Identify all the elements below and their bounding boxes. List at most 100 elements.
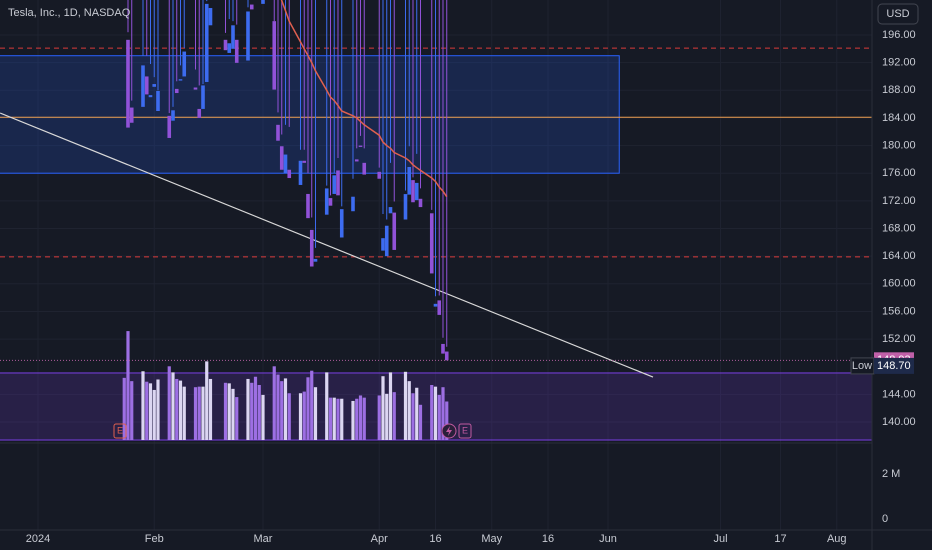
candle-body (204, 3, 209, 82)
y-tick-label: 156.00 (882, 305, 916, 317)
volume-bar (167, 366, 171, 440)
x-tick-label: Feb (145, 533, 164, 545)
x-tick-label: Apr (371, 533, 388, 545)
volume-bar (283, 378, 288, 440)
y-tick-label: 164.00 (882, 250, 916, 262)
y-tick-label: 188.00 (882, 84, 916, 96)
volume-bar (332, 397, 336, 440)
volume-bar (287, 393, 291, 440)
candle-body (309, 229, 314, 267)
volume-bar (298, 393, 303, 440)
candle-body (193, 87, 198, 90)
earnings-marker[interactable] (458, 423, 472, 439)
chart-title: Tesla, Inc., 1D, NASDAQ (8, 7, 131, 19)
candle-body (208, 8, 213, 26)
plot-area (0, 0, 872, 530)
candle-body (174, 88, 179, 94)
volume-bar (205, 361, 209, 440)
candle-body (223, 39, 228, 51)
x-tick-label: 16 (429, 533, 441, 545)
volume-bar (130, 381, 134, 440)
candle-body (234, 39, 239, 63)
volume-bar (325, 372, 329, 440)
volume-bar (178, 380, 183, 440)
volume-bar (437, 394, 441, 440)
volume-bar (175, 378, 179, 440)
candle-body (437, 300, 442, 315)
volume-bar (407, 381, 411, 440)
volume-bar (385, 393, 389, 440)
volume-bar (246, 378, 250, 440)
volume-bar (328, 397, 333, 440)
candle-body (418, 198, 423, 208)
volume-bar (141, 371, 145, 440)
volume-bar (148, 383, 153, 440)
candle-body (148, 95, 153, 98)
y-tick-label: 192.00 (882, 57, 916, 69)
candle-body (433, 303, 438, 307)
candle-body (197, 108, 202, 118)
volume-bar (152, 389, 156, 440)
volume-bar (156, 379, 160, 440)
candle-body (182, 51, 187, 77)
candle-body (283, 154, 288, 174)
volume-bar (253, 376, 258, 440)
currency-button[interactable] (877, 3, 919, 25)
candle-body (381, 238, 385, 251)
y-tick-label: 172.00 (882, 195, 916, 207)
candle-body (276, 124, 280, 141)
volume-bar (313, 387, 318, 440)
volume-bar (250, 382, 254, 440)
x-tick-label: 16 (542, 533, 554, 545)
candle-body (362, 162, 367, 175)
candle-body (129, 107, 134, 123)
candle-body (249, 4, 254, 10)
candle-body (261, 0, 265, 4)
volume-bar (235, 397, 239, 440)
candle-body (444, 351, 449, 361)
candle-body (407, 166, 412, 195)
volume-bar (355, 398, 359, 440)
volume-bar (227, 383, 231, 440)
x-tick-label: Jun (599, 533, 617, 545)
candle-body (441, 343, 445, 354)
candle-body (178, 79, 183, 81)
candle-body (358, 145, 363, 147)
candle-body (336, 170, 340, 196)
volume-bar (403, 371, 408, 440)
volume-bar (272, 366, 276, 440)
y-tick-label: 180.00 (882, 139, 916, 151)
volume-bar (336, 398, 340, 440)
volume-bar (257, 385, 261, 440)
candle-body (414, 182, 419, 201)
candle-body (429, 213, 434, 274)
earnings-label: E (462, 425, 468, 435)
volume-bar (388, 372, 393, 440)
volume-bar (182, 386, 186, 440)
candle-body (354, 159, 359, 162)
candle-body (167, 115, 172, 138)
candle-body (411, 180, 415, 203)
y2-tick-label: 0 (882, 513, 888, 525)
candle-body (141, 65, 145, 107)
x-tick-label: Jul (713, 533, 727, 545)
earnings-marker[interactable] (113, 423, 127, 439)
volume-bar (171, 372, 175, 440)
volume-bar (145, 381, 149, 440)
y-tick-label: 196.00 (882, 29, 916, 41)
y2-tick-label: 2 M (882, 468, 900, 480)
candle-body (126, 39, 130, 128)
candle-body (201, 85, 205, 109)
volume-bar (208, 378, 213, 440)
lightning-icon (446, 426, 452, 436)
volume-bar (351, 400, 355, 440)
volume-bar (302, 391, 306, 440)
volume-bar (377, 395, 381, 440)
low-name: Low (852, 360, 872, 372)
volume-bar (310, 370, 314, 440)
candle-body (144, 76, 149, 95)
volume-bar (445, 401, 449, 440)
volume-bar (223, 382, 228, 440)
volume-bar (193, 387, 198, 440)
